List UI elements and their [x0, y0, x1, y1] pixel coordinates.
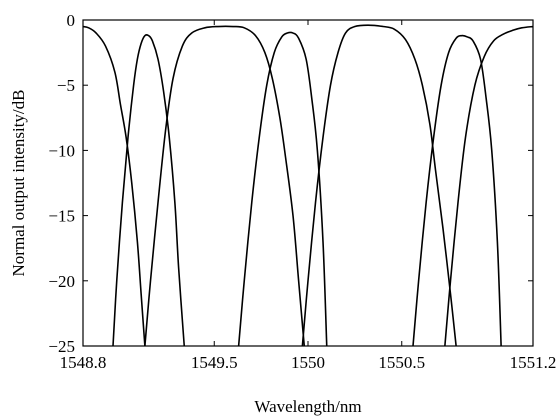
x-tick-label: 1549.5 — [191, 353, 238, 372]
y-tick-label: −20 — [48, 272, 75, 291]
axis-ticks: 1548.8 1549.5 1550 1550.5 1551.2 0 −5 −10 −15 −20… — [48, 11, 556, 372]
y-tick-label: −5 — [57, 76, 75, 95]
series-line-6 — [412, 34, 502, 347]
x-tick-label: 1551.2 — [510, 353, 557, 372]
series-line-1 — [82, 25, 146, 347]
x-tick-label: 1550 — [291, 353, 325, 372]
plot-curves — [82, 24, 534, 347]
x-tick-label: 1550.5 — [378, 353, 425, 372]
x-tick-label: 1548.8 — [60, 353, 107, 372]
series-line-5 — [301, 24, 457, 347]
y-tick-label: −25 — [48, 337, 75, 356]
y-axis-label: Normal output intensity/dB — [9, 90, 28, 277]
x-axis-label: Wavelength/nm — [254, 397, 361, 416]
y-tick-label: −15 — [48, 207, 75, 226]
series-line-3 — [144, 25, 306, 347]
y-tick-label: −10 — [48, 141, 75, 160]
series-line-2 — [112, 34, 186, 347]
series-line-7 — [444, 25, 534, 347]
y-tick-label: 0 — [67, 11, 76, 30]
series-line-4 — [237, 31, 328, 347]
